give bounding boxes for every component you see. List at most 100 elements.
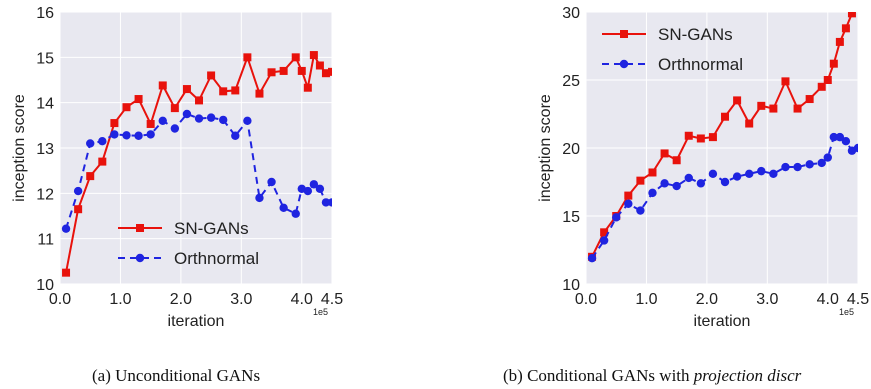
sn-gans-marker <box>721 112 730 121</box>
orthnormal-marker <box>612 213 621 222</box>
y-tick-label: 13 <box>36 141 54 158</box>
sn-gans-marker <box>207 71 216 80</box>
y-tick-label: 25 <box>562 73 580 90</box>
x-scale-label: 1e5 <box>313 307 328 317</box>
sn-gans-marker <box>328 67 332 76</box>
orthnormal-marker <box>696 179 706 188</box>
y-axis-label: inception score <box>11 94 28 202</box>
orthnormal-marker <box>309 180 319 189</box>
sn-gans-marker <box>297 66 306 75</box>
sn-gans-marker <box>279 66 288 75</box>
orthnormal-marker <box>660 179 669 188</box>
orthnormal-marker <box>672 181 681 191</box>
legend-orthnormal-label: Orthnormal <box>174 249 259 268</box>
y-tick-label: 12 <box>36 186 54 203</box>
legend-sn-gans-label: SN-GANs <box>658 25 733 44</box>
orthnormal-marker <box>255 193 264 203</box>
sn-gans-marker <box>817 82 826 91</box>
orthnormal-marker <box>291 209 300 218</box>
y-tick-label: 20 <box>562 141 580 158</box>
sn-gans-marker <box>841 24 850 33</box>
caption-b: (b) Conditional GANs with projection dis… <box>503 366 802 385</box>
sn-gans-marker <box>158 81 167 90</box>
chart-a: 10 11 12 13 14 15 16 0.0 1.0 2.0 3.0 4.0 4.5 iteratio… <box>11 5 343 330</box>
sn-gans-marker <box>829 59 838 68</box>
orthnormal-marker <box>110 130 119 139</box>
sn-gans-marker <box>231 86 240 95</box>
orthnormal-marker <box>219 115 228 125</box>
data-layer-b <box>587 12 858 263</box>
sn-gans-marker <box>600 228 609 237</box>
orthnormal-marker <box>61 224 71 233</box>
chart-b: 10 15 20 25 30 0.0 1.0 2.0 3.0 4.0 4.5 iteration inc… <box>537 5 869 330</box>
legend-sn-gans-label: SN-GANs <box>174 219 249 238</box>
x-tick-label: 4.0 <box>291 291 313 308</box>
sn-gans-marker <box>182 85 191 94</box>
sn-gans-marker <box>255 89 264 98</box>
orthnormal-marker <box>769 169 778 179</box>
sn-gans-marker <box>170 104 179 113</box>
orthnormal-marker <box>793 162 802 172</box>
sn-gans-marker <box>309 51 318 60</box>
sn-gans-marker <box>835 37 844 46</box>
x-tick-label: 1.0 <box>635 291 657 308</box>
orthnormal-marker <box>732 172 742 181</box>
orthnormal-marker <box>231 131 240 140</box>
legend-orthnormal-marker <box>135 253 145 263</box>
sn-gans-marker <box>62 268 71 277</box>
x-tick-label: 3.0 <box>756 291 778 308</box>
orthnormal-marker <box>243 116 252 126</box>
caption-a: (a) Unconditional GANs <box>92 366 260 385</box>
sn-gans-marker <box>847 12 856 18</box>
orthnormal-marker <box>73 186 83 196</box>
orthnormal-marker <box>708 169 718 179</box>
orthnormal-marker <box>684 173 693 183</box>
orthnormal-marker <box>303 186 313 196</box>
sn-gans-marker <box>757 101 766 110</box>
y-tick-label: 30 <box>562 5 580 22</box>
orthnormal-marker <box>134 131 143 140</box>
sn-gans-marker <box>267 68 276 77</box>
sn-gans-marker <box>769 104 778 113</box>
sn-gans-marker <box>684 131 693 140</box>
orthnormal-marker <box>757 166 766 176</box>
y-axis-label: inception score <box>537 94 554 202</box>
sn-gans-marker <box>660 149 669 158</box>
x-tick-label: 2.0 <box>170 291 192 308</box>
x-scale-label: 1e5 <box>839 307 854 317</box>
orthnormal-marker <box>720 177 730 187</box>
x-tick-label: 4.0 <box>817 291 839 308</box>
orthnormal-marker <box>624 199 633 208</box>
sn-gans-marker <box>636 176 645 185</box>
y-tick-label: 10 <box>36 277 54 294</box>
sn-gans-marker <box>110 119 119 128</box>
sn-gans-marker <box>74 205 83 214</box>
y-tick-label: 15 <box>562 209 580 226</box>
x-tick-label: 0.0 <box>49 291 71 308</box>
x-axis-label: iteration <box>694 313 751 330</box>
sn-gans-marker <box>195 96 204 105</box>
orthnormal-marker <box>599 236 609 245</box>
orthnormal-marker <box>279 203 288 213</box>
orthnormal-marker <box>636 206 645 215</box>
sn-gans-marker <box>243 53 252 62</box>
orthnormal-marker <box>86 139 95 148</box>
y-tick-label: 15 <box>36 50 54 67</box>
sn-gans-marker <box>823 76 832 84</box>
sn-gans-marker <box>648 168 657 177</box>
orthnormal-marker <box>206 113 216 122</box>
orthnormal-marker <box>321 198 331 207</box>
y-tick-label: 16 <box>36 5 54 22</box>
caption-b-italic: projection discr <box>693 366 802 385</box>
sn-gans-marker <box>146 119 155 128</box>
orthnormal-marker <box>841 137 851 146</box>
x-tick-label: 4.5 <box>321 291 343 308</box>
sn-gans-marker <box>321 69 330 78</box>
x-tick-label: 4.5 <box>847 291 869 308</box>
sn-gans-marker <box>291 53 300 62</box>
sn-gans-marker <box>122 103 131 112</box>
orthnormal-marker <box>267 177 276 187</box>
orthnormal-marker <box>781 162 790 172</box>
y-tick-label: 11 <box>37 232 54 249</box>
